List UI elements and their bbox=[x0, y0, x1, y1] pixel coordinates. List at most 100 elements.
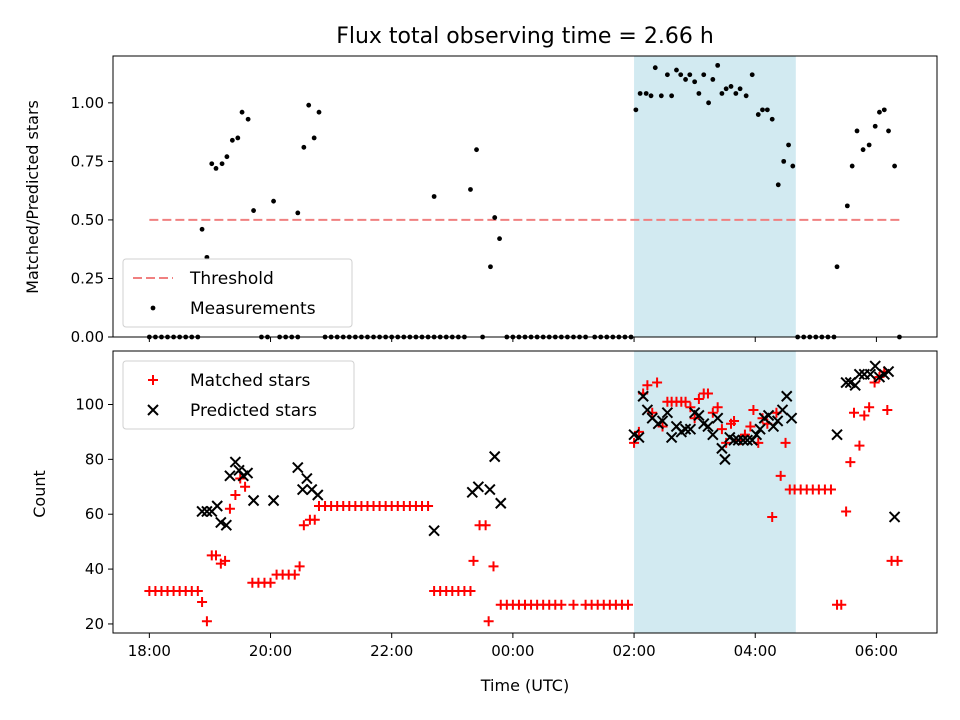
matched-stars-point bbox=[693, 394, 704, 405]
measurements-point bbox=[311, 135, 317, 141]
measurements-point bbox=[719, 91, 725, 96]
matched-stars-point bbox=[289, 569, 300, 580]
matched-stars-point bbox=[767, 511, 778, 522]
measurements-point bbox=[723, 86, 729, 92]
matched-stars-point bbox=[657, 421, 668, 432]
matched-stars-point bbox=[845, 457, 856, 468]
predicted-stars-point bbox=[661, 407, 674, 419]
matched-stars-point bbox=[309, 514, 320, 525]
measurements-point bbox=[431, 194, 437, 199]
y-tick-label: 0.75 bbox=[71, 152, 104, 170]
measurements-point bbox=[316, 109, 322, 115]
predicted-stars-point bbox=[882, 365, 895, 378]
legend-label: Matched stars bbox=[190, 371, 310, 391]
x-tick-label: 04:00 bbox=[734, 642, 777, 660]
matched-stars-point bbox=[882, 404, 893, 415]
measurements-point bbox=[692, 79, 698, 85]
predicted-stars-point bbox=[864, 368, 877, 381]
measurements-point bbox=[786, 142, 791, 148]
chart-title: Flux total observing time = 2.66 h bbox=[336, 24, 714, 49]
observing-window-span bbox=[634, 351, 796, 633]
measurements-point bbox=[678, 72, 684, 78]
measurements-point bbox=[295, 210, 301, 216]
measurements-point bbox=[755, 112, 761, 117]
measurements-point bbox=[301, 144, 307, 150]
measurements-point bbox=[854, 128, 860, 134]
measurements-point bbox=[664, 72, 670, 78]
measurements-point bbox=[886, 128, 891, 134]
matched-stars-point bbox=[892, 555, 903, 566]
legend-box bbox=[122, 360, 355, 430]
measurements-point bbox=[775, 182, 781, 188]
matched-stars-point bbox=[623, 599, 633, 610]
matched-stars-point bbox=[780, 437, 791, 448]
legend-label: Measurements bbox=[190, 299, 316, 319]
legend-label: Threshold bbox=[189, 269, 274, 289]
matched-stars-point bbox=[556, 599, 567, 610]
measurements-point bbox=[860, 147, 866, 153]
matched-stars-point bbox=[841, 506, 852, 517]
matched-stars-point bbox=[265, 577, 276, 588]
matched-stars-point bbox=[859, 410, 870, 421]
matched-stars-point bbox=[848, 407, 859, 418]
ratio-panel-frame bbox=[112, 55, 938, 338]
measurements-point bbox=[488, 264, 493, 270]
predicted-stars-point bbox=[785, 412, 798, 424]
matched-stars-point bbox=[488, 561, 499, 572]
matched-stars-point bbox=[468, 555, 479, 566]
measurements-point bbox=[892, 163, 897, 169]
measurements-point bbox=[652, 65, 658, 71]
legend-swatch bbox=[150, 305, 156, 311]
matched-stars-point bbox=[483, 616, 494, 627]
ratio-panel: 0.00 0.25 0.50 0.75 1.00 Threshold Measurement… bbox=[71, 55, 938, 346]
predicted-stars-point bbox=[220, 519, 233, 531]
measurements-point bbox=[710, 77, 716, 82]
predicted-stars-point bbox=[702, 420, 714, 433]
predicted-stars-point bbox=[776, 404, 789, 416]
y-tick-label: 20 bbox=[85, 615, 104, 633]
matched-stars-point bbox=[629, 437, 640, 448]
predicted-stars-point bbox=[679, 423, 692, 435]
measurements-point bbox=[213, 166, 219, 171]
x-tick-label: 18:00 bbox=[128, 642, 171, 660]
matched-stars-point bbox=[230, 490, 241, 501]
predicted-stars-point bbox=[719, 453, 731, 466]
predicted-stars-point bbox=[247, 494, 260, 507]
y-tick-label: 80 bbox=[85, 450, 104, 468]
matched-stars-point bbox=[480, 520, 491, 531]
predicted-stars-point bbox=[472, 481, 485, 493]
predicted-stars-point bbox=[707, 428, 719, 441]
x-tick-label: 02:00 bbox=[612, 642, 655, 660]
bottom-y-axis-label: Count bbox=[30, 470, 49, 518]
measurements-point bbox=[637, 91, 643, 96]
matched-stars-point bbox=[775, 470, 786, 481]
predicted-stars-point bbox=[428, 524, 440, 537]
x-tick-label: 00:00 bbox=[491, 642, 534, 660]
matched-stars-point bbox=[825, 484, 836, 495]
matched-stars-point bbox=[707, 407, 718, 418]
y-tick-label: 0.50 bbox=[71, 211, 104, 229]
matched-stars-point bbox=[240, 481, 251, 492]
measurements-point bbox=[866, 142, 872, 148]
predicted-stars-point bbox=[741, 434, 754, 446]
measurements-point bbox=[743, 93, 749, 99]
predicted-stars-point bbox=[771, 415, 784, 427]
top-y-axis-label: Matched/Predicted stars bbox=[23, 100, 42, 294]
matched-stars-point bbox=[220, 555, 231, 566]
matched-stars-point bbox=[211, 550, 221, 561]
plot-area: 0.00 0.25 0.50 0.75 1.00 Threshold Measurement… bbox=[71, 55, 938, 660]
predicted-stars-point bbox=[633, 431, 645, 444]
x-tick-label: 06:00 bbox=[855, 642, 898, 660]
matched-stars-point bbox=[568, 599, 579, 610]
matched-stars-point bbox=[748, 404, 759, 415]
predicted-stars-point bbox=[488, 450, 501, 463]
y-tick-label: 40 bbox=[85, 560, 104, 578]
predicted-stars-point bbox=[484, 483, 496, 496]
predicted-stars-point bbox=[196, 505, 208, 518]
predicted-stars-point bbox=[831, 428, 843, 441]
observing-window-span bbox=[634, 56, 796, 337]
measurements-point bbox=[760, 107, 765, 113]
predicted-stars-point bbox=[849, 379, 861, 391]
legend-swatch bbox=[148, 375, 158, 385]
